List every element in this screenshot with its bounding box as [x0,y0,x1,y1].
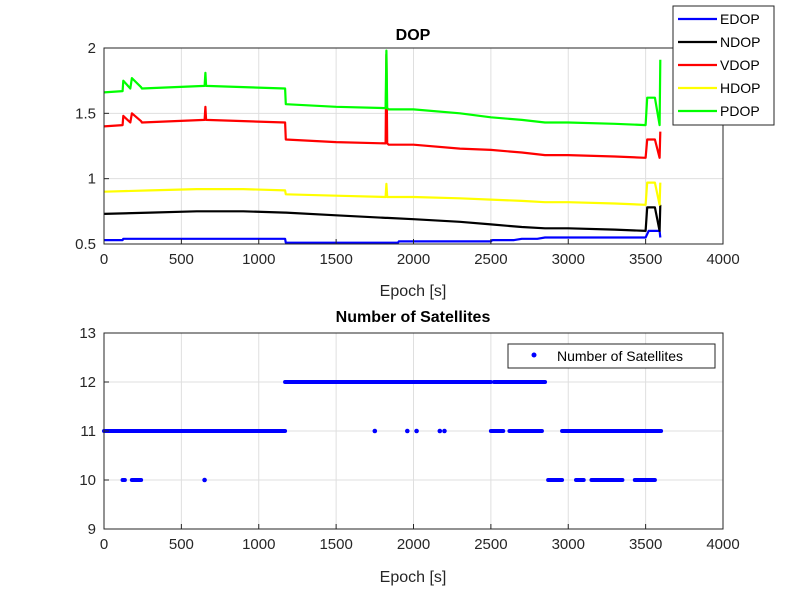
dop-tick-labels: 0 500 1000 1500 2000 2500 3000 3500 4000 0.5 1 1.5 2 [75,40,740,268]
satellites-series-group [102,380,664,483]
satellites-x-tick-label: 3000 [552,536,585,553]
satellites-x-tick-label: 1500 [319,536,352,553]
satellites-tick-labels: 0 500 1000 1500 2000 2500 3000 3500 4000 9 10 11 12 1… [79,325,739,553]
satellites-x-tick-label: 500 [169,536,194,553]
satellites-x-tick-label: 0 [100,536,108,553]
satellites-legend-box [507,343,716,369]
dop-y-tick-label: 2 [88,40,96,57]
dop-x-tick-label: 1000 [242,251,275,268]
satellites-x-tick-label: 4000 [706,536,739,553]
series-number-of-satellites-point [405,428,410,434]
satellites-y-tick-label: 9 [88,521,96,538]
dop-chart: 0 500 1000 1500 2000 2500 3000 3500 4000 0.5 1 1.5 2… [75,5,775,300]
series-number-of-satellites-point [372,428,378,434]
satellites-legend-marker [531,352,537,358]
satellites-chart: 0 500 1000 1500 2000 2500 3000 3500 4000 9 10 11 12 1… [79,309,739,586]
dop-legend-label: EDOP [720,11,760,27]
series-number-of-satellites-point [202,477,207,483]
satellites-x-tick-label: 2000 [397,536,430,553]
dop-x-tick-label: 2500 [474,251,507,268]
dop-x-tick-label: 2000 [397,251,430,268]
series-number-of-satellites-point [437,428,443,434]
satellites-title: Number of Satellites [336,309,491,326]
dop-series-group [103,49,662,244]
satellites-y-tick-label: 13 [79,325,96,342]
dop-y-tick-label: 1 [88,171,96,188]
satellites-y-tick-label: 10 [79,472,96,489]
satellites-x-tick-label: 1000 [242,536,275,553]
dop-x-axis-label: Epoch [s] [380,283,447,300]
series-number-of-satellites-point [414,428,419,434]
series-pdop-line [103,49,662,127]
dop-legend-label: HDOP [720,80,760,96]
series-number-of-satellites-point [442,428,447,434]
dop-x-tick-label: 0 [100,251,108,268]
dop-x-tick-label: 1500 [319,251,352,268]
series-ndop-line [103,204,662,232]
dop-legend: EDOP NDOP VDOP HDOP PDOP [672,5,775,126]
satellites-y-tick-label: 12 [79,374,96,391]
dop-y-tick-label: 0.5 [75,236,96,253]
satellites-x-tick-label: 3500 [629,536,662,553]
dop-x-tick-label: 4000 [706,251,739,268]
dop-x-tick-label: 500 [169,251,194,268]
satellites-legend-label: Number of Satellites [557,348,683,364]
series-edop-line [104,229,662,244]
satellites-legend: Number of Satellites [507,343,716,369]
dop-legend-label: VDOP [720,57,760,73]
dop-x-tick-label: 3000 [552,251,585,268]
dop-y-tick-label: 1.5 [75,105,96,122]
dop-x-tick-label: 3500 [629,251,662,268]
satellites-y-tick-label: 11 [80,423,96,440]
series-hdop-line [103,181,662,206]
dop-title: DOP [396,27,431,44]
satellites-x-tick-label: 2500 [474,536,507,553]
dop-legend-label: PDOP [720,103,760,119]
satellites-x-axis-label: Epoch [s] [380,569,447,586]
dop-legend-label: NDOP [720,34,760,50]
